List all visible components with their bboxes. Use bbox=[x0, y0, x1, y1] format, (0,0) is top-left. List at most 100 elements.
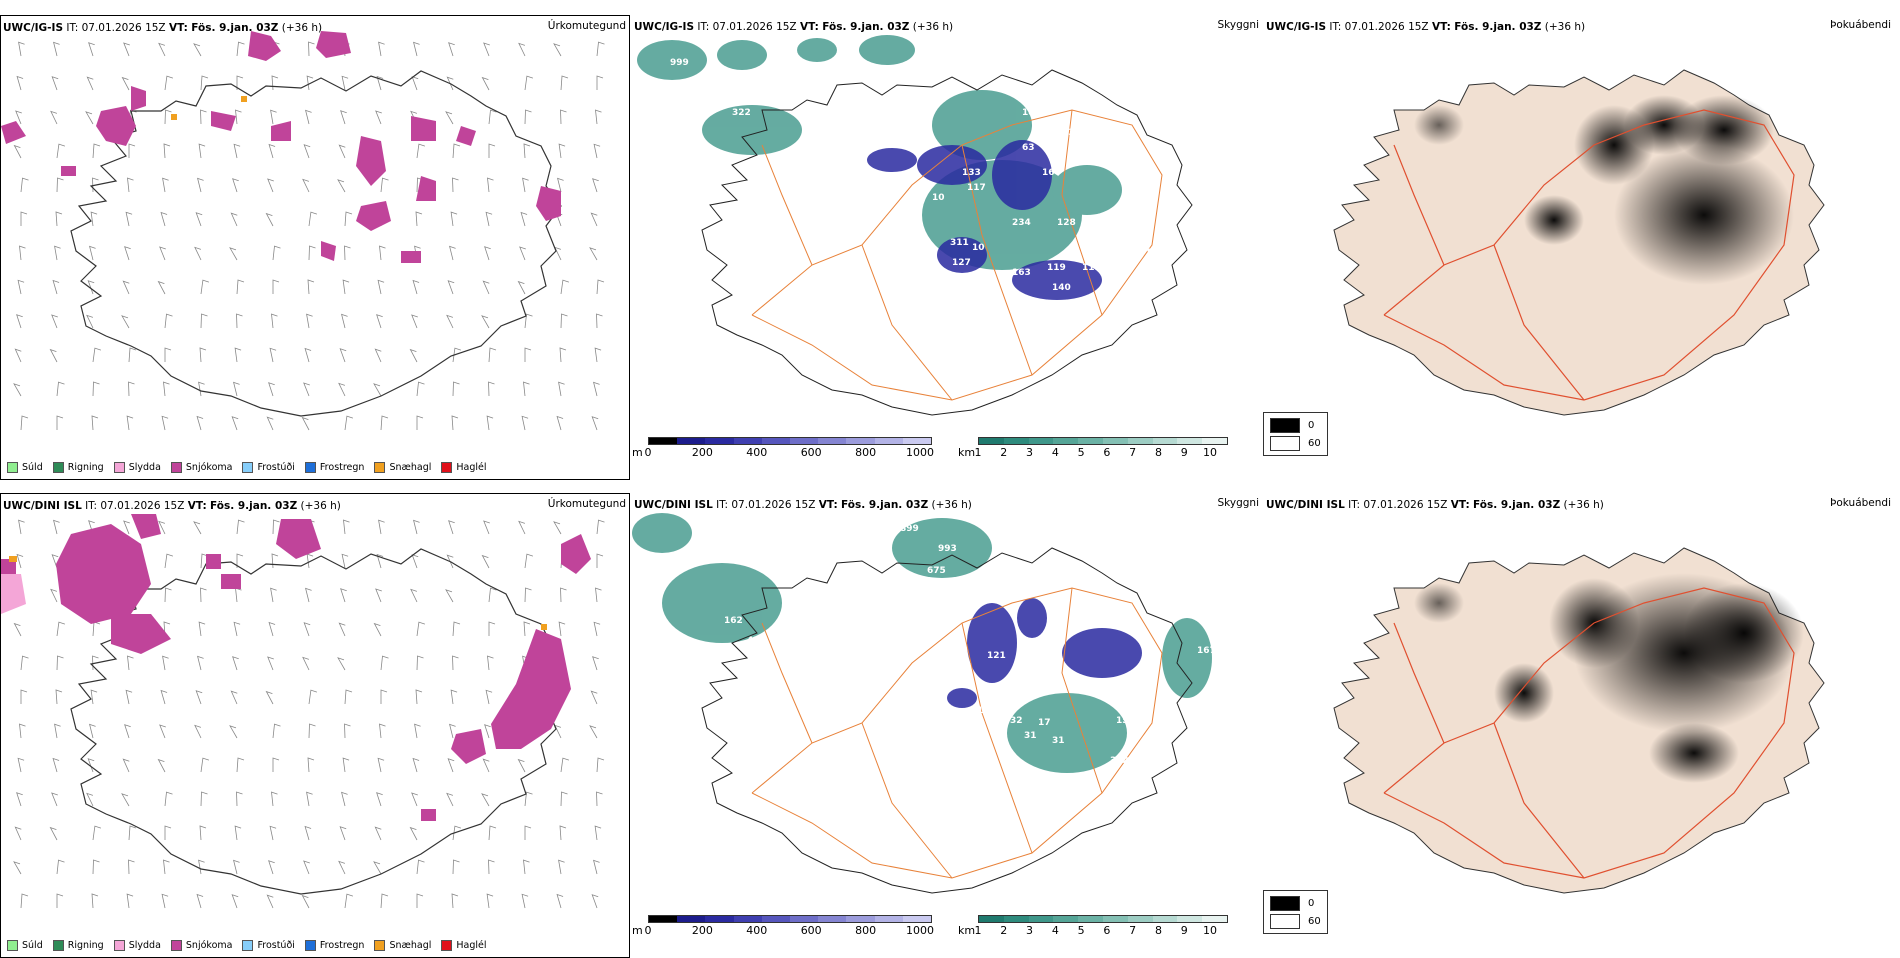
wind-barb bbox=[271, 75, 279, 91]
fog-swatch bbox=[1270, 913, 1300, 929]
wind-barb bbox=[593, 621, 601, 637]
wind-barb bbox=[445, 589, 454, 603]
wind-barb bbox=[523, 621, 531, 637]
colorbar-cell bbox=[1202, 438, 1227, 444]
road-network bbox=[1383, 587, 1795, 879]
ceiling-areas bbox=[947, 598, 1142, 708]
legend-label: Snæhagl bbox=[389, 462, 432, 473]
fog-swatch bbox=[1270, 435, 1300, 451]
wind-barb bbox=[164, 109, 172, 125]
wind-barb bbox=[86, 792, 94, 807]
snow-area bbox=[221, 574, 241, 589]
colorbar-cell bbox=[1152, 438, 1178, 444]
wind-barb bbox=[306, 791, 313, 807]
wind-barb bbox=[416, 415, 424, 430]
wind-barb bbox=[416, 655, 424, 671]
wind-barb bbox=[596, 519, 605, 535]
wind-barb bbox=[375, 110, 382, 125]
legend-swatch bbox=[242, 940, 254, 951]
wind-barb bbox=[267, 178, 274, 193]
legend-swatch bbox=[113, 462, 125, 473]
visibility-area bbox=[1052, 165, 1122, 215]
wind-barb bbox=[338, 382, 346, 397]
snow-area bbox=[451, 729, 486, 764]
wind-barb bbox=[200, 791, 208, 807]
colorbar-tick: 800 bbox=[855, 924, 877, 937]
wind-barb bbox=[482, 758, 490, 773]
wind-barb bbox=[592, 656, 599, 671]
wind-barb bbox=[91, 893, 99, 909]
wind-barb bbox=[483, 42, 490, 57]
wind-barb bbox=[553, 43, 562, 57]
wind-barb bbox=[265, 690, 274, 705]
colorbar-tick: 9 bbox=[1180, 924, 1188, 937]
wind-barb bbox=[302, 178, 310, 193]
wind-barb bbox=[17, 757, 25, 773]
wind-barb bbox=[53, 41, 60, 57]
colorbar-cell bbox=[818, 916, 847, 922]
wind-barb bbox=[198, 143, 206, 159]
wind-barb bbox=[452, 621, 461, 637]
wind-barb bbox=[447, 758, 455, 773]
wind-barb bbox=[524, 347, 532, 362]
road bbox=[1393, 622, 1445, 744]
ceiling-area bbox=[947, 688, 977, 708]
wind-barb bbox=[92, 347, 102, 363]
wind-barb bbox=[56, 143, 66, 159]
panel-title: Þokuábendi bbox=[1830, 497, 1891, 509]
wind-barb bbox=[376, 553, 384, 569]
legend-item: Súld bbox=[7, 940, 43, 951]
snow-area bbox=[271, 121, 291, 141]
wind-barb bbox=[49, 348, 58, 363]
wind-barb bbox=[164, 313, 173, 329]
wind-barb bbox=[92, 381, 100, 397]
legend-label: Snæhagl bbox=[389, 940, 432, 951]
wind-barb bbox=[446, 76, 454, 91]
visibility-label: 133 bbox=[962, 168, 981, 178]
panel-header: UWC/IG-IS IT: 07.01.2026 15Z VT: Fös. 9.… bbox=[634, 21, 954, 33]
wind-barb bbox=[199, 347, 207, 363]
fog-map bbox=[1333, 69, 1825, 416]
wind-barb bbox=[200, 109, 207, 125]
wind-barb bbox=[451, 893, 459, 909]
colorbar-tick: 2 bbox=[1000, 924, 1008, 937]
wind-barb bbox=[410, 588, 418, 603]
wind-barb bbox=[379, 245, 386, 261]
wind-barb bbox=[232, 178, 239, 193]
precip-type-legend: Súld Rigning Slydda Snjókoma Frostúði Frostre… bbox=[7, 940, 487, 951]
legend-item: Frostregn bbox=[304, 462, 364, 473]
wind-barb bbox=[308, 41, 315, 57]
ceiling-colorbar-row1: 0 200 400 600 800 1000 m bbox=[632, 437, 934, 459]
wind-barb bbox=[378, 41, 385, 57]
wind-barb bbox=[596, 75, 604, 90]
colorbar-unit: m bbox=[632, 446, 643, 459]
wind-barb bbox=[267, 656, 274, 671]
panel-header: UWC/DINI ISL IT: 07.01.2026 15Z VT: Fös.… bbox=[3, 500, 341, 512]
wind-barb bbox=[272, 279, 280, 294]
wind-barb bbox=[488, 825, 497, 841]
wind-barb bbox=[20, 177, 29, 193]
legend-swatch bbox=[170, 940, 182, 951]
wind-barb bbox=[230, 212, 238, 227]
wind-barb bbox=[482, 280, 490, 295]
wind-barb bbox=[409, 348, 418, 363]
wind-barb bbox=[88, 42, 95, 57]
wind-barb bbox=[596, 757, 605, 773]
wind-barb bbox=[51, 76, 59, 91]
colorbar-cell bbox=[979, 438, 1004, 444]
wind-barb bbox=[87, 280, 95, 295]
visibility-labels: 8999936751081624538912117323117311533126… bbox=[724, 524, 1231, 819]
visibility-label: 111 bbox=[1082, 263, 1101, 273]
fog-label: 0 bbox=[1308, 419, 1315, 431]
wind-barb bbox=[558, 381, 565, 397]
visibility-map: 8999936751081624538912117323117311533126… bbox=[632, 513, 1231, 894]
fog-areas bbox=[1414, 95, 1794, 285]
visibility-area bbox=[797, 38, 837, 62]
wind-barb bbox=[559, 825, 567, 841]
wind-barb bbox=[56, 177, 64, 193]
wind-barb bbox=[374, 826, 382, 841]
panel-header: UWC/IG-IS IT: 07.01.2026 15Z VT: Fös. 9.… bbox=[3, 22, 323, 34]
visibility-label: 121 bbox=[987, 651, 1006, 661]
wind-barb bbox=[164, 587, 172, 603]
wind-barb bbox=[200, 757, 210, 773]
